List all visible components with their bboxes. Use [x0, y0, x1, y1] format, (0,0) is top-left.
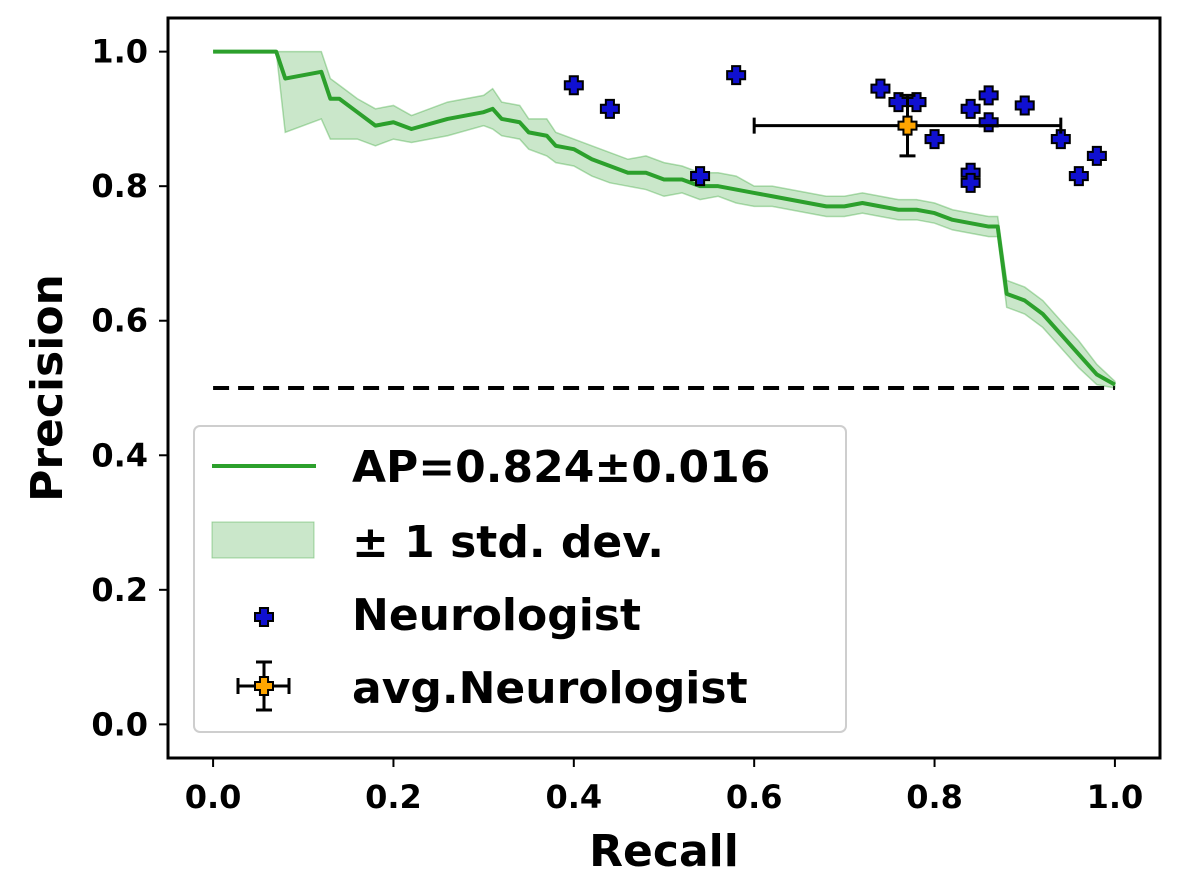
neurologist-point [690, 166, 711, 187]
neurologist-point [870, 78, 891, 99]
legend-avg-neurologist-marker [236, 660, 291, 712]
neurologist-point [563, 75, 584, 96]
y-tick-label: 0.0 [91, 705, 148, 743]
legend-label-avg: avg.Neurologist [352, 663, 748, 714]
neurologist-point [599, 98, 620, 119]
legend-label-ap: AP=0.824±0.016 [352, 442, 770, 493]
legend: AP=0.824±0.016 ± 1 std. dev. Neurologist… [193, 425, 847, 733]
neurologist-point [888, 92, 909, 113]
neurologist-point [960, 98, 981, 119]
y-tick-label: 0.6 [91, 302, 148, 340]
legend-band-swatch [211, 521, 315, 559]
x-tick-label: 0.0 [185, 778, 242, 816]
avg-neurologist-point [897, 115, 918, 136]
neurologist-point [924, 129, 945, 150]
legend-label-neurologist: Neurologist [352, 590, 641, 641]
neurologist-point [1086, 145, 1107, 166]
x-tick-label: 1.0 [1087, 778, 1144, 816]
y-ticks: 0.0 0.2 0.4 0.6 0.8 1.0 [91, 33, 168, 743]
x-axis-label: Recall [589, 826, 739, 877]
neurologist-point [978, 112, 999, 133]
legend-label-std: ± 1 std. dev. [352, 517, 664, 568]
plot-frame [166, 16, 1162, 760]
legend-neurologist-plus [254, 607, 274, 627]
mean-line-layer [213, 49, 1116, 387]
neurologist-point [1014, 95, 1035, 116]
neurologist-point [1068, 166, 1089, 187]
neurologist-point [978, 85, 999, 106]
mean-pr-line [213, 49, 1116, 387]
neurologist-point [1050, 129, 1071, 150]
y-tick-label: 0.4 [91, 436, 148, 474]
legend-avg-plus [254, 676, 274, 696]
neurologist-point [726, 65, 747, 86]
legend-neurologist-marker [254, 607, 274, 627]
y-axis-label: Precision [22, 274, 73, 502]
neurologist-scatter-layer [563, 65, 1107, 193]
x-ticks: 0.0 0.2 0.4 0.6 0.8 1.0 [185, 758, 1144, 816]
avg-neurologist-layer [752, 93, 1063, 158]
x-tick-label: 0.2 [365, 778, 422, 816]
y-tick-label: 0.8 [91, 167, 148, 205]
y-tick-label: 0.2 [91, 571, 148, 609]
x-tick-label: 0.8 [906, 778, 963, 816]
y-tick-label: 1.0 [91, 33, 148, 71]
x-tick-label: 0.4 [545, 778, 602, 816]
neurologist-point [960, 172, 981, 193]
legend-box [193, 425, 847, 733]
x-tick-label: 0.6 [726, 778, 783, 816]
std-band [213, 50, 1116, 389]
std-band-layer [213, 50, 1116, 389]
